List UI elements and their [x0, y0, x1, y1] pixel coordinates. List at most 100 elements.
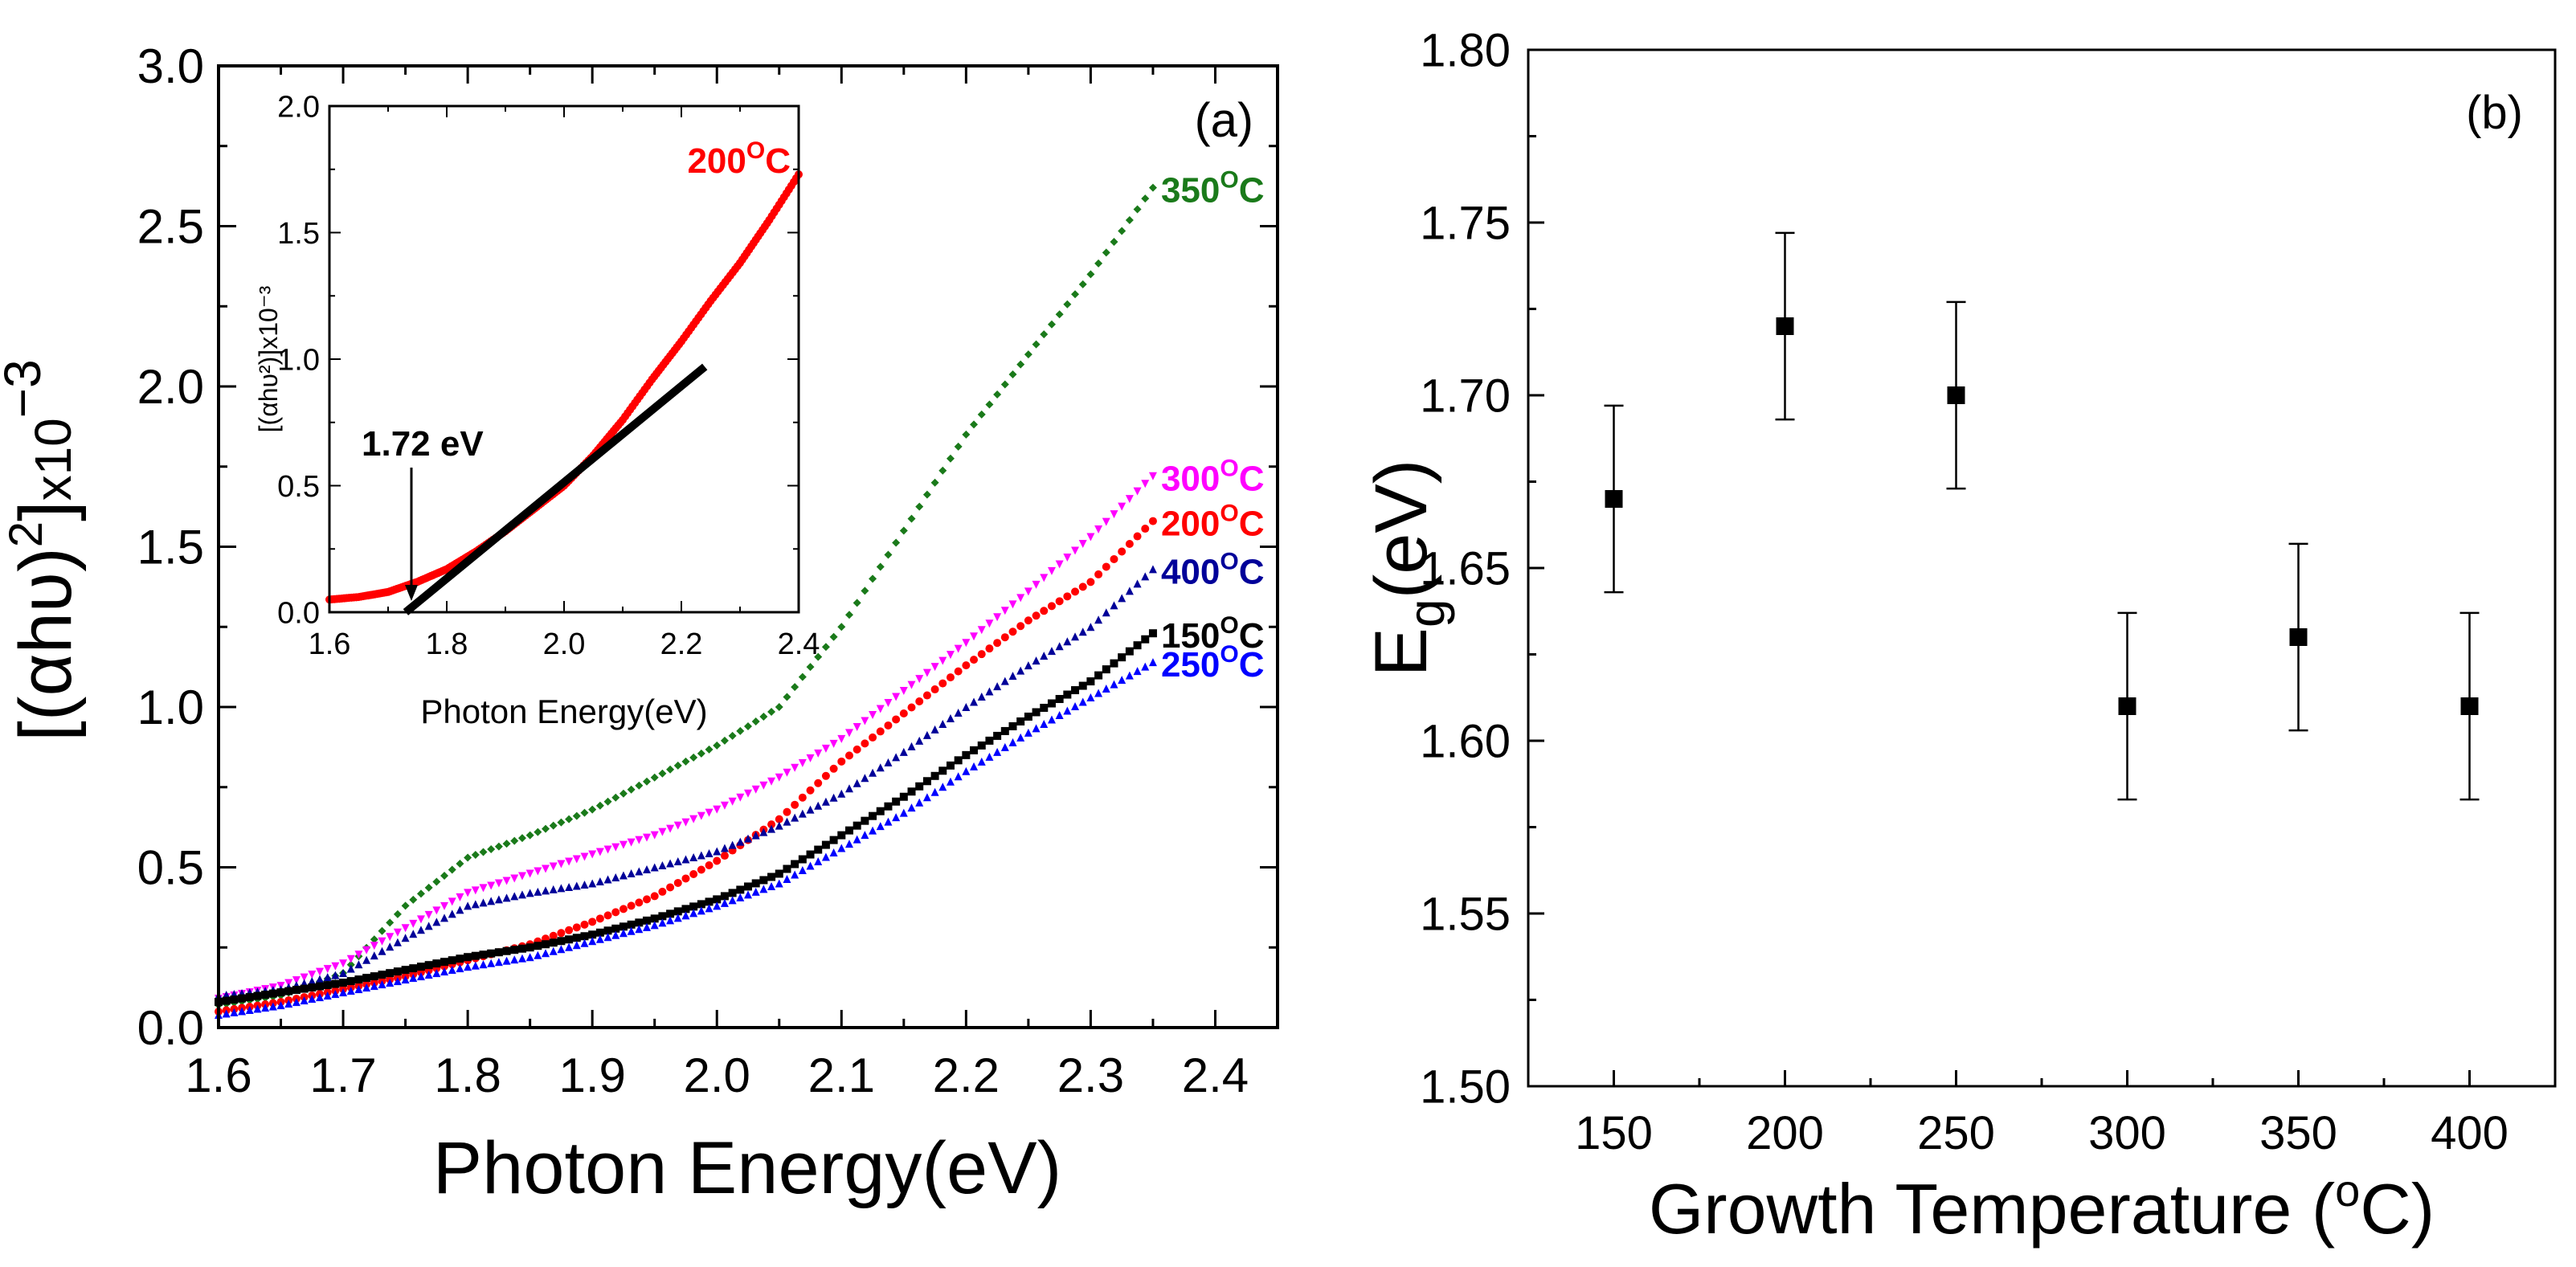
data-point	[1055, 642, 1064, 651]
data-point	[899, 526, 908, 535]
data-point	[1125, 586, 1134, 595]
data-point	[697, 906, 705, 915]
data-point	[1024, 728, 1032, 737]
data-point	[494, 879, 503, 888]
data-point	[487, 881, 496, 890]
data-point	[300, 984, 309, 993]
data-point	[525, 889, 534, 897]
data-point	[962, 766, 971, 775]
data-point	[962, 661, 971, 670]
panel-b-label: (b)	[2466, 87, 2523, 139]
panel-a-x-axis: 1.6 1.7 1.8 1.9 2.0 2.1 2.2 2.3 2.4	[185, 66, 1249, 1102]
data-point	[985, 400, 994, 409]
data-point	[938, 679, 947, 688]
data-point	[728, 797, 737, 806]
data-point	[970, 656, 979, 664]
data-point	[930, 787, 939, 796]
data-point	[1016, 666, 1025, 675]
data-point	[1008, 738, 1017, 746]
data-point	[432, 959, 441, 968]
data-point	[821, 797, 830, 806]
data-point	[1102, 562, 1110, 571]
data-point	[806, 663, 815, 672]
data-point	[479, 884, 488, 893]
data-point	[853, 722, 861, 731]
data-point	[907, 787, 916, 796]
x-tick-label: 2.0	[684, 1048, 750, 1102]
x-tick-label: 2.2	[660, 627, 703, 661]
data-point	[565, 935, 574, 944]
data-point	[1055, 710, 1064, 719]
data-point	[378, 937, 386, 946]
data-point	[588, 937, 597, 946]
data-point	[938, 466, 947, 475]
data-point	[1040, 607, 1049, 615]
data-point	[853, 835, 861, 844]
y-tick-label: 1.80	[1420, 24, 1511, 76]
data-point	[354, 950, 363, 959]
panel-a-label: (a)	[1195, 93, 1253, 147]
data-point	[595, 934, 604, 943]
data-point	[892, 813, 901, 822]
data-point	[308, 983, 317, 992]
data-point	[759, 781, 768, 790]
panel-a-inset-chart: 1.6 1.8 2.0 2.2 2.4 0.0 0.5 1.0 1.5 2.0 Photon E…	[254, 90, 820, 730]
band-gap-annotation-arrowhead	[405, 585, 418, 601]
data-point	[791, 763, 799, 772]
data-point	[705, 861, 714, 870]
data-point	[542, 886, 550, 895]
data-point	[572, 923, 581, 932]
data-point	[1055, 695, 1064, 704]
y-tick-label: 0.5	[277, 470, 320, 504]
data-point	[557, 884, 566, 893]
data-point	[1094, 525, 1103, 534]
data-point	[985, 752, 994, 761]
data-point	[557, 945, 566, 954]
data-point	[1032, 611, 1041, 620]
x-tick-label: 150	[1575, 1107, 1653, 1159]
data-point	[993, 390, 1002, 398]
data-point	[1078, 582, 1087, 591]
data-point	[673, 857, 682, 866]
data-point	[705, 745, 714, 754]
data-point	[829, 632, 838, 641]
data-point	[1094, 570, 1103, 578]
data-point	[962, 430, 971, 439]
data-point	[588, 918, 597, 926]
data-point	[580, 920, 589, 929]
data-point	[884, 550, 893, 559]
data-point	[448, 956, 456, 965]
data-point	[542, 864, 550, 873]
linear-fit-line	[403, 363, 708, 615]
data-point	[603, 933, 612, 942]
data-point	[315, 975, 324, 983]
y-title-bracket: ]	[5, 501, 87, 521]
data-point	[557, 818, 566, 827]
data-point	[401, 934, 410, 942]
data-point	[323, 973, 332, 982]
y-title-exp: −3	[0, 359, 51, 418]
data-point	[494, 948, 503, 957]
data-point	[1141, 480, 1150, 488]
data-point	[339, 969, 348, 978]
data-point	[386, 942, 395, 951]
data-point	[829, 836, 838, 844]
data-point	[276, 988, 285, 997]
y-tick-label: 0.0	[277, 596, 320, 630]
data-point	[603, 875, 612, 884]
data-point	[1148, 183, 1157, 192]
data-point	[970, 746, 979, 754]
data-point	[253, 1004, 262, 1013]
data-point	[681, 757, 690, 766]
data-point	[697, 749, 705, 758]
data-point	[658, 861, 667, 870]
data-point	[915, 675, 924, 684]
data-point	[339, 988, 348, 997]
data-point	[938, 719, 947, 728]
data-point	[222, 1009, 231, 1018]
data-point	[892, 715, 901, 724]
data-point	[689, 869, 698, 878]
data-point	[588, 850, 597, 859]
data-point	[962, 639, 971, 648]
data-point	[534, 887, 542, 896]
